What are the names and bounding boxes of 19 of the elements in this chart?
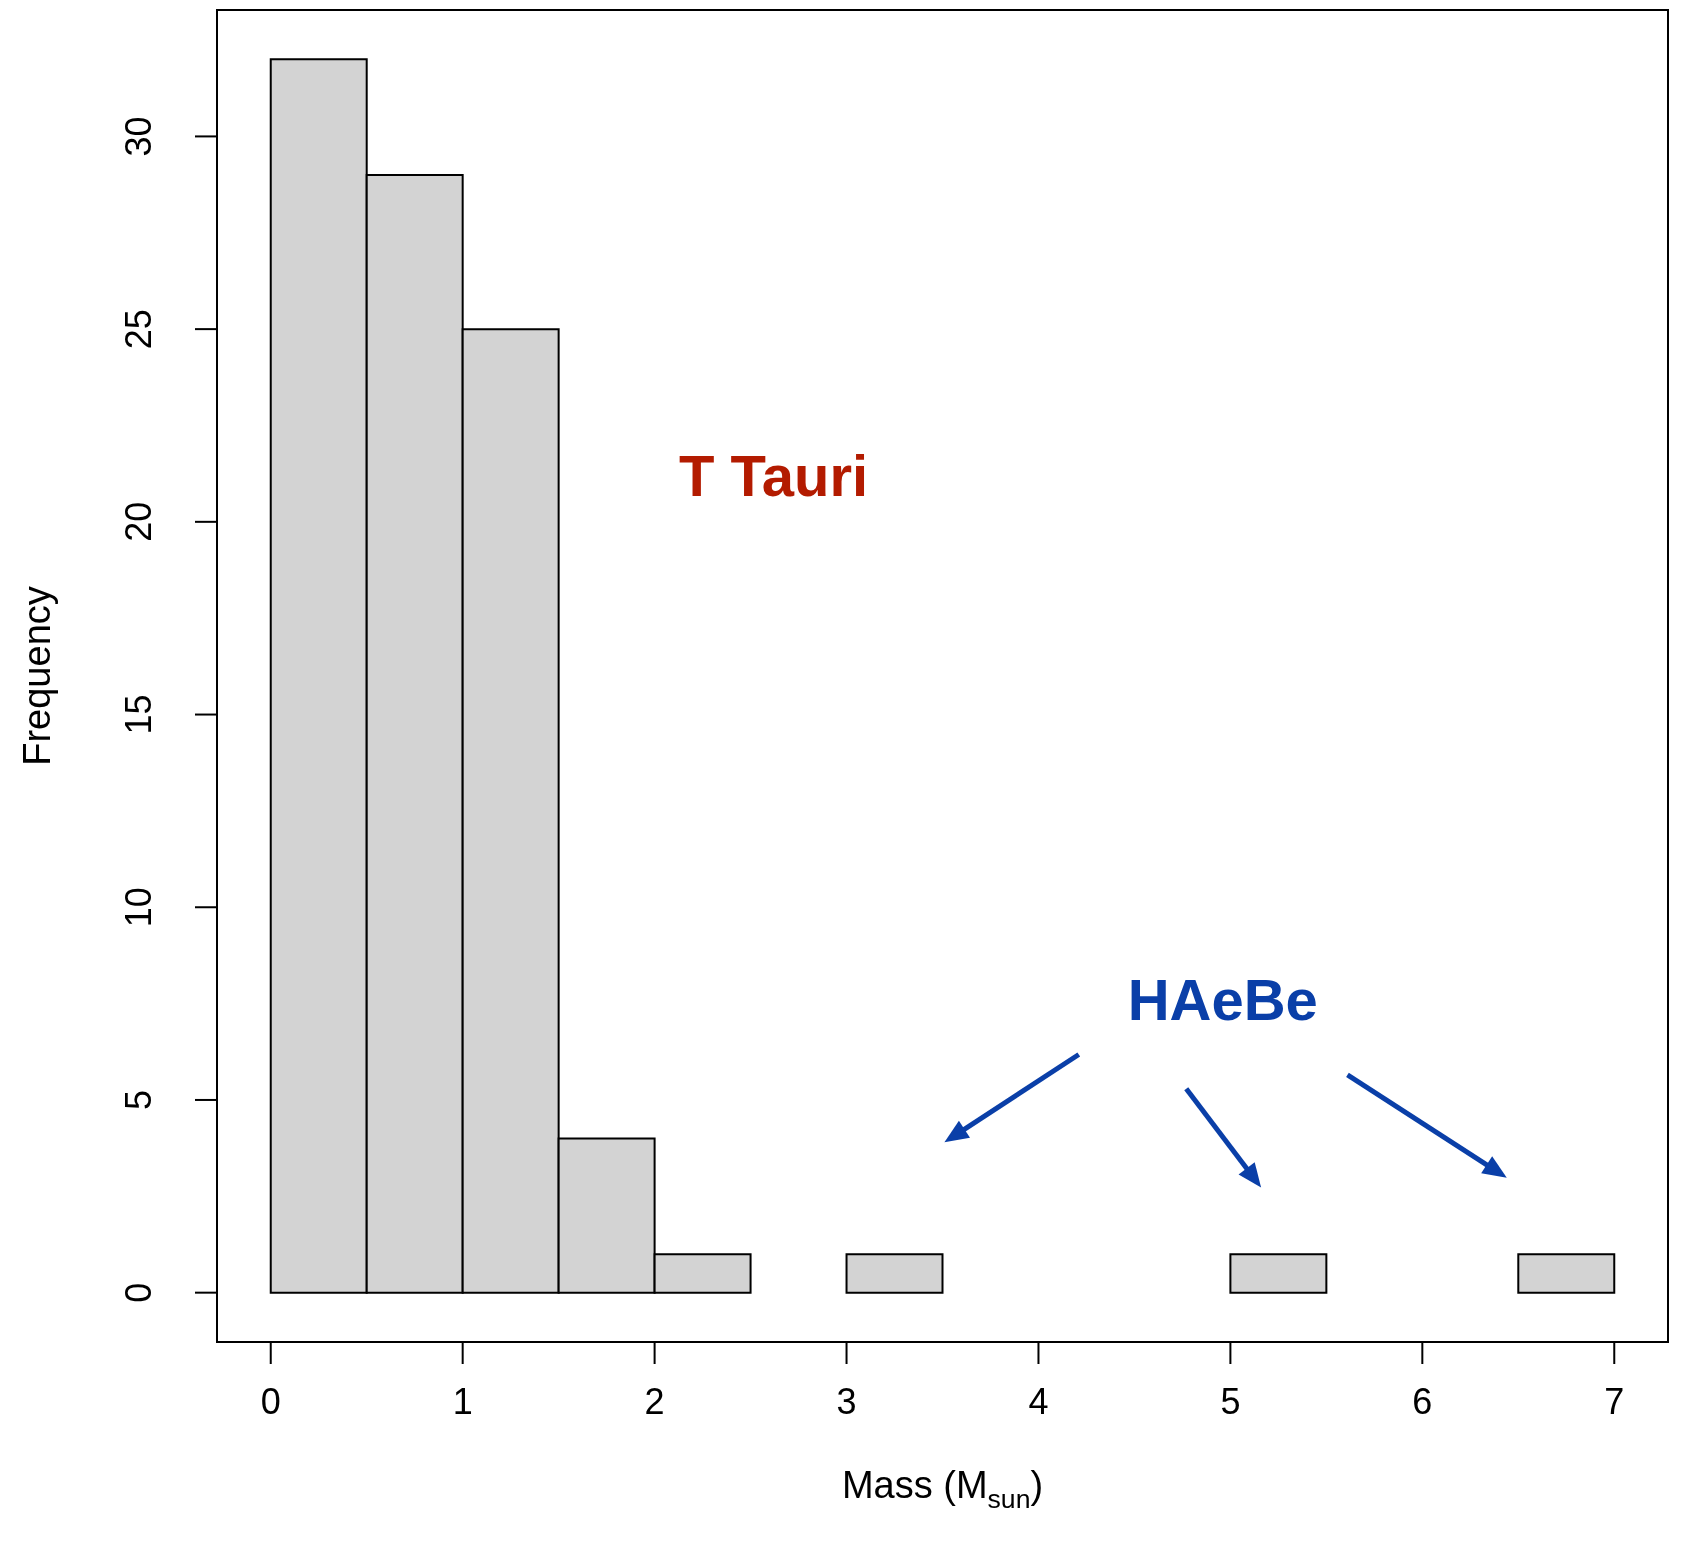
- x-tick-label: 7: [1604, 1381, 1625, 1422]
- x-tick-label: 5: [1220, 1381, 1241, 1422]
- x-tick-label: 3: [836, 1381, 857, 1422]
- y-tick-label: 20: [118, 501, 159, 542]
- y-axis-title: Frequency: [16, 586, 58, 766]
- annotation: T Tauri: [679, 442, 869, 508]
- y-tick-label: 5: [118, 1089, 159, 1110]
- x-tick-label: 6: [1412, 1381, 1433, 1422]
- y-tick-label: 10: [118, 887, 159, 928]
- x-axis-title: Mass (M$_{sun}$): [841, 1464, 1044, 1514]
- x-tick-label: 1: [452, 1381, 473, 1422]
- x-tick-label: 4: [1028, 1381, 1049, 1422]
- annotation: HAeBe: [1127, 966, 1318, 1032]
- y-tick-label: 15: [118, 694, 159, 735]
- y-tick-label: 25: [118, 309, 159, 350]
- y-tick-label: 0: [118, 1282, 159, 1303]
- x-tick-label: 2: [644, 1381, 665, 1422]
- x-tick-label: 0: [260, 1381, 281, 1422]
- y-tick-label: 30: [118, 116, 159, 157]
